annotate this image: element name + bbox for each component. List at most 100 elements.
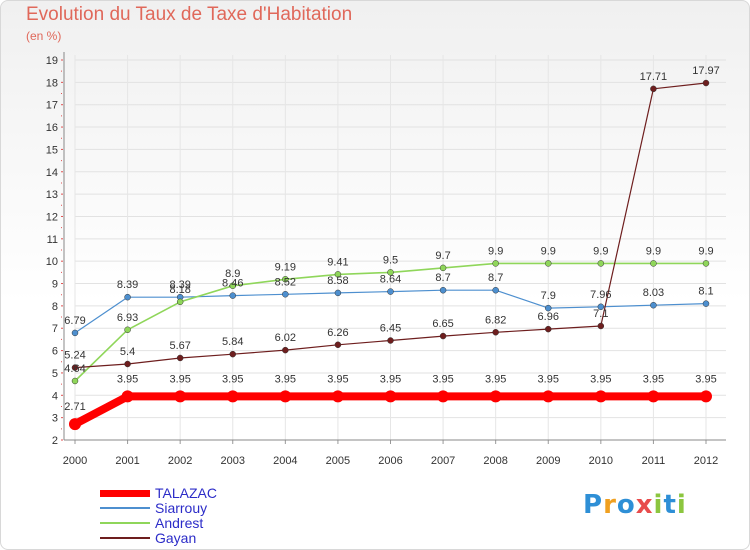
legend-label: Gayan	[155, 530, 197, 546]
data-label-talazac: 3.95	[485, 373, 506, 385]
data-point-gayan	[124, 360, 131, 368]
x-tick-label: 2004	[273, 455, 297, 467]
x-tick-label: 2009	[536, 455, 560, 467]
data-label-talazac: 3.95	[275, 373, 296, 385]
data-labels: 2.71 3.95 3.95 3.95 3.95 3.95 3.95 3.95 3.95 3.95…	[64, 65, 719, 413]
data-point-talazac	[542, 390, 555, 403]
x-tick-label: 2003	[221, 455, 245, 467]
y-tick-label: 13	[46, 189, 58, 201]
x-tick-label: 2008	[483, 455, 507, 467]
data-label-siarrouy: 8.58	[327, 275, 348, 287]
y-tick-labels: 2 3 4 5 6 7 8 9 10 11 12 13 14 15 16 17 18 19	[46, 55, 58, 447]
data-label-andrest: 8.9	[225, 268, 240, 280]
data-label-andrest: 9.41	[327, 256, 348, 268]
data-point-talazac	[489, 390, 502, 403]
data-label-andrest: 9.9	[593, 245, 608, 257]
data-label-gayan: 17.97	[692, 65, 720, 77]
data-label-gayan: 17.71	[640, 71, 668, 83]
y-tick-label: 19	[46, 55, 58, 67]
data-point-andrest	[229, 282, 236, 290]
data-point-talazac	[69, 418, 81, 431]
data-point-gayan	[176, 354, 184, 362]
data-label-andrest: 4.64	[64, 363, 85, 375]
data-label-talazac: 2.71	[64, 401, 85, 413]
data-point-andrest	[387, 269, 394, 276]
chart-subtitle: (en %)	[26, 29, 62, 43]
data-label-talazac: 3.95	[695, 373, 716, 385]
data-point-talazac	[700, 390, 712, 403]
data-point-andrest	[597, 260, 605, 267]
data-label-gayan: 5.84	[222, 336, 243, 348]
x-tick-label: 2012	[694, 455, 718, 467]
data-point-gayan	[71, 364, 79, 371]
y-tick-label: 11	[47, 234, 58, 246]
data-point-gayan	[650, 85, 657, 93]
data-point-siarrouy	[702, 300, 710, 307]
y-tick-label: 16	[46, 122, 58, 134]
data-point-talazac	[437, 390, 450, 403]
data-point-talazac	[647, 390, 660, 403]
y-tick-label: 18	[46, 77, 58, 89]
x-tick-label: 2007	[431, 455, 455, 467]
legend-label: Andrest	[155, 515, 204, 531]
data-point-siarrouy	[334, 289, 342, 297]
data-label-siarrouy: 8.39	[169, 279, 190, 291]
data-point-andrest	[282, 276, 289, 283]
chart-axes	[61, 52, 726, 444]
data-label-talazac: 3.95	[590, 373, 611, 385]
data-label-talazac: 3.95	[222, 373, 243, 385]
x-tick-label: 2011	[642, 455, 666, 467]
data-label-gayan: 6.02	[275, 332, 296, 344]
data-point-andrest	[71, 377, 79, 385]
y-tick-label: 7	[52, 323, 58, 335]
y-tick-label: 3	[52, 413, 58, 425]
data-point-siarrouy	[597, 303, 605, 311]
data-label-siarrouy: 8.7	[435, 272, 450, 284]
data-label-andrest: 9.19	[275, 261, 296, 273]
data-label-gayan: 6.26	[327, 327, 348, 339]
data-point-andrest	[334, 271, 342, 278]
data-label-siarrouy: 8.1	[698, 286, 713, 298]
data-label-talazac: 3.95	[432, 373, 453, 385]
y-tick-label: 12	[46, 211, 58, 223]
data-point-gayan	[387, 337, 394, 344]
data-point-andrest	[650, 260, 657, 267]
data-point-gayan	[282, 346, 289, 354]
data-label-talazac: 3.95	[643, 373, 664, 385]
data-label-gayan: 7.1	[593, 308, 608, 320]
data-point-siarrouy	[545, 304, 552, 312]
data-point-andrest	[545, 260, 552, 267]
data-label-siarrouy: 6.79	[64, 315, 85, 327]
legend-label: Siarrouy	[155, 500, 208, 516]
data-point-andrest	[492, 260, 499, 267]
data-point-andrest	[176, 298, 184, 306]
data-point-gayan	[334, 341, 342, 349]
x-tick-label: 2001	[115, 455, 139, 467]
data-point-siarrouy	[650, 301, 657, 309]
legend-swatch	[100, 522, 150, 524]
data-point-talazac	[279, 390, 292, 403]
data-label-talazac: 3.95	[327, 373, 348, 385]
data-label-gayan: 5.4	[120, 346, 135, 358]
data-label-andrest: 9.9	[488, 245, 503, 257]
data-point-andrest	[702, 260, 710, 267]
chart-grid	[74, 55, 726, 441]
data-point-siarrouy	[492, 286, 499, 294]
data-point-talazac	[174, 390, 187, 403]
data-label-andrest: 9.5	[383, 254, 398, 266]
data-label-gayan: 6.96	[538, 311, 559, 323]
data-point-gayan	[229, 350, 236, 358]
data-point-siarrouy	[439, 286, 447, 294]
y-tick-label: 8	[52, 301, 58, 313]
data-label-talazac: 3.95	[117, 373, 138, 385]
data-point-siarrouy	[282, 291, 289, 298]
data-label-siarrouy: 7.96	[590, 289, 611, 301]
data-label-gayan: 5.67	[169, 340, 190, 352]
data-point-talazac	[226, 390, 239, 403]
data-label-gayan: 6.65	[432, 318, 453, 330]
data-point-siarrouy	[229, 292, 236, 299]
data-point-andrest	[439, 264, 447, 272]
data-point-gayan	[702, 79, 710, 87]
